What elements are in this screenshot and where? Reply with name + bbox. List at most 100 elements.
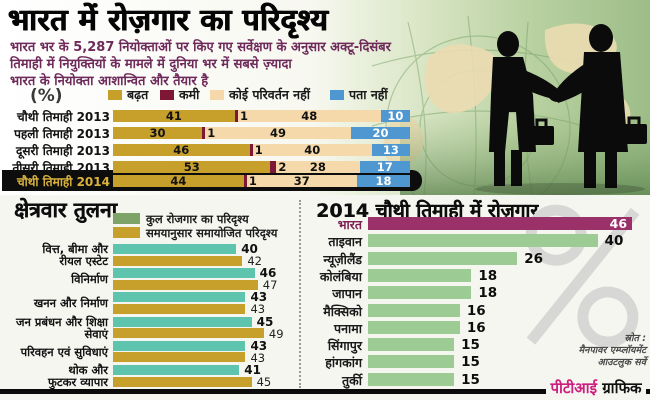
bar-segment: 53: [113, 161, 271, 173]
sector-section-title: क्षेत्रवार तुलना: [14, 198, 117, 222]
bar-segment: 10: [380, 110, 411, 122]
bar-segment: 44: [113, 175, 244, 187]
sector-label: वित्त, बीमा और रीयल एस्टेट: [42, 242, 108, 268]
country-label: हांगकांग: [325, 355, 362, 371]
country-bar: [368, 338, 455, 352]
credit: पीटीआई ग्राफिक: [544, 378, 648, 398]
legend-swatch: [108, 90, 122, 100]
sector-bar-total: [113, 365, 240, 375]
sector-value-adjusted: 47: [262, 278, 278, 293]
country-value: 18: [478, 285, 498, 302]
country-value: 16: [466, 319, 486, 336]
sector-bar-total: [113, 268, 255, 279]
subtitle-line: भारत के नियोक्ता आशान्वित और तैयार है: [10, 74, 209, 89]
legend-swatch: [113, 226, 140, 238]
sector-bar-adjusted: [113, 376, 252, 387]
legend-label: कोई परिवर्तन नहीं: [229, 87, 310, 102]
quarter-label: दूसरी तिमाही 2013: [16, 144, 110, 158]
bar-segment: 40 1: [252, 143, 372, 157]
decline-value: 1: [239, 109, 248, 123]
bar-segment: 18: [356, 175, 411, 187]
legend-swatch: [160, 90, 174, 100]
stacked-bar: 46 40 1 13: [113, 143, 411, 157]
legend-label: पता नहीं: [349, 87, 388, 102]
country-label: न्यूज़ीलैंड: [323, 251, 362, 267]
sector-bar-adjusted: [113, 352, 246, 363]
sector-value-total: 40: [241, 242, 258, 256]
decline-value: 1: [207, 126, 216, 140]
country-value: 16: [466, 302, 486, 319]
bar-segment: 46: [113, 144, 250, 156]
decline-value: 1: [254, 143, 263, 157]
legend-swatch: [210, 90, 224, 100]
bottom-rule: [0, 389, 650, 394]
stacked-bar: 44 37 1 18: [113, 175, 411, 187]
sector-value-adjusted: 43: [250, 350, 266, 365]
sector-bar-total: [113, 244, 237, 254]
sector-label: जन प्रबंधन और शिक्षा सेवाएं: [16, 314, 108, 341]
country-value: 26: [524, 250, 544, 267]
country-bar: 46: [368, 216, 633, 231]
country-value: 15: [461, 371, 480, 388]
country-bar: [368, 372, 455, 386]
country-value: 15: [461, 337, 480, 354]
sector-value-adjusted: 42: [247, 254, 262, 268]
sector-bar-adjusted: [113, 303, 246, 314]
credit-agency: पीटीआई: [550, 379, 597, 397]
quarter-label: तीसरी तिमाही 2013: [12, 161, 110, 175]
country-label: तुर्की: [342, 372, 362, 388]
sector-bar-total: [113, 340, 246, 351]
subtitle-line: भारत भर के 5,287 नियोक्ताओं पर किए गए सर…: [10, 40, 391, 55]
bar-segment: 48 1: [237, 109, 381, 123]
sector-bar-adjusted: [113, 328, 264, 339]
source-note: स्रोत : मैनपावर एम्प्लॉयमेंट आउटलुक सर्व…: [496, 333, 646, 369]
sector-value-total: 43: [250, 338, 268, 353]
country-bar: [368, 251, 518, 265]
country-label: पनामा: [334, 320, 362, 336]
handshake-silhouettes: [489, 24, 647, 188]
unit-label: (%): [30, 86, 63, 106]
legend-swatch: [113, 213, 140, 224]
country-bar: [368, 355, 455, 369]
sector-bar-total: [113, 292, 246, 303]
credit-word: ग्राफिक: [597, 379, 642, 397]
bar-segment: [234, 110, 238, 122]
credit-backplate: [546, 377, 646, 400]
sector-bar-adjusted: [113, 255, 243, 266]
world-map-background: [0, 0, 650, 221]
page-subtitle: भारत भर के 5,287 नियोक्ताओं पर किए गए सर…: [10, 39, 391, 90]
country-value: 18: [478, 267, 498, 284]
bar-segment: 17: [359, 161, 410, 173]
country-label: मैक्सिको: [323, 303, 362, 319]
bar-segment: [270, 161, 277, 173]
legend-label: समयानुसार समायोजित परिदृश्य: [146, 225, 278, 240]
bar-segment: 20: [350, 127, 411, 139]
legend-label: कमी: [179, 87, 200, 102]
sector-label: परिवहन एवं सुविधाएं: [20, 344, 108, 359]
sector-bar-adjusted: [113, 279, 258, 290]
country-value: 46: [609, 216, 628, 231]
sector-value-total: 41: [244, 363, 261, 377]
sector-value-adjusted: 45: [256, 375, 272, 389]
country-value: 40: [604, 233, 624, 250]
quarter-label: चौथी तिमाही 2014: [17, 175, 110, 189]
country-label: कोलंबिया: [319, 268, 362, 284]
sector-label: थोक और फुटकर व्यापार: [48, 363, 108, 389]
bar-segment: 30: [113, 127, 203, 139]
bar-segment: 28 2: [276, 161, 360, 173]
stacked-bar: 30 49 1 20: [113, 126, 411, 140]
sector-value-total: 46: [259, 266, 277, 281]
bar-segment: [249, 144, 253, 156]
country-bar: [368, 303, 460, 317]
country-section-title: 2014 चौथी तिमाही में रोज़गार: [316, 200, 538, 222]
country-label: जापान: [332, 286, 362, 302]
bar-segment: [202, 127, 206, 139]
country-bar: [368, 234, 598, 248]
country-bar: [368, 320, 460, 334]
sector-value-total: 45: [256, 314, 274, 329]
country-label: भारत: [337, 217, 362, 232]
stacked-bar: 53 28 2 17: [113, 161, 410, 173]
bar-segment: 37 1: [246, 175, 357, 187]
sector-value-adjusted: 49: [268, 326, 284, 341]
